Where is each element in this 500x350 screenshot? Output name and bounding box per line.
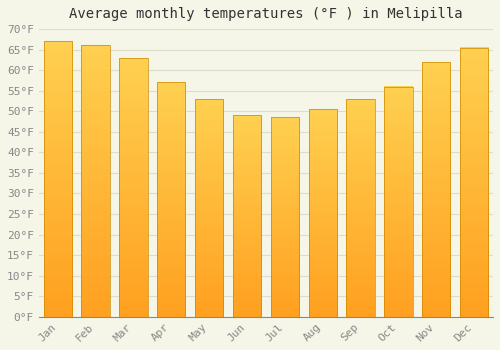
Bar [308,109,337,317]
Bar [460,48,488,317]
Bar [119,58,148,317]
Bar [44,41,72,317]
Bar [157,83,186,317]
Bar [422,62,450,317]
Bar [270,118,299,317]
Bar [346,99,375,317]
Bar [384,86,412,317]
Title: Average monthly temperatures (°F ) in Melipilla: Average monthly temperatures (°F ) in Me… [69,7,462,21]
Bar [233,116,261,317]
Bar [195,99,224,317]
Bar [82,46,110,317]
